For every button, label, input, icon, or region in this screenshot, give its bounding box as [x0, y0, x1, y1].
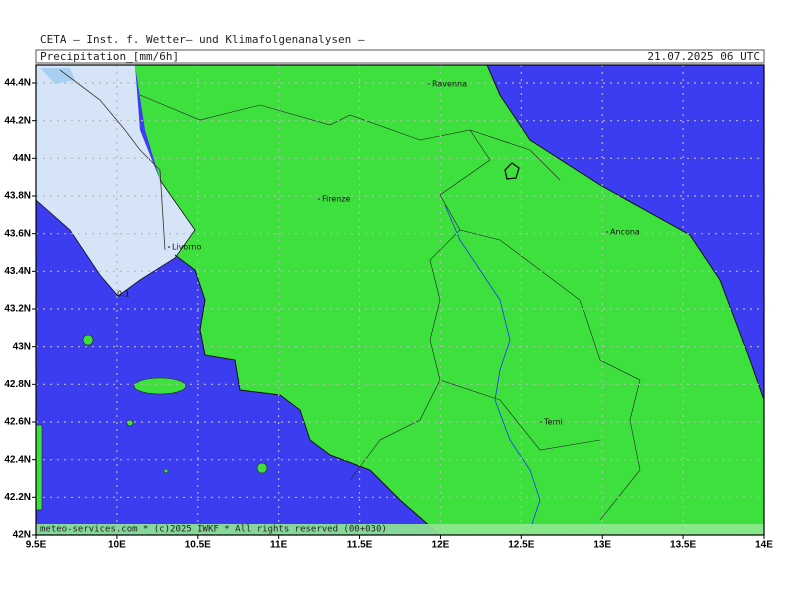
lon-label: 13.5E: [670, 540, 696, 551]
city-label: Terni: [543, 418, 563, 427]
valid-time: 21.07.2025 06 UTC: [647, 50, 760, 63]
city-label: Ancona: [610, 228, 640, 237]
lat-label: 43N: [13, 341, 31, 352]
land: [135, 65, 764, 535]
map-area: meteo-services.com * (c)2025 IWKF * All …: [35, 64, 765, 536]
island: [163, 468, 169, 474]
lat-label: 43.6N: [4, 228, 31, 239]
lat-label: 43.2N: [4, 304, 31, 315]
footer-strip: [36, 524, 764, 535]
island: [256, 462, 268, 474]
lon-label: 14E: [755, 540, 773, 551]
island: [126, 419, 134, 427]
lat-label: 42N: [13, 530, 31, 541]
city-dot: [168, 246, 170, 248]
field-title: Precipitation_[mm/6h]: [40, 50, 179, 63]
city-label: Livorno: [172, 243, 202, 252]
lat-label: 43.8N: [4, 191, 31, 202]
lon-label: 11.5E: [347, 540, 373, 551]
lat-label: 42.2N: [4, 492, 31, 503]
city-dot: [318, 198, 320, 200]
lon-label: 13E: [593, 540, 611, 551]
river: [444, 204, 541, 531]
contour: [35, 179, 196, 297]
lat-label: 42.4N: [4, 454, 31, 465]
island: [82, 334, 94, 346]
island-elba: [133, 377, 187, 395]
lat-label: 42.8N: [4, 379, 31, 390]
lon-label: 10E: [108, 540, 126, 551]
lat-label: 42.6N: [4, 417, 31, 428]
city-label: Firenze: [322, 195, 351, 204]
coastline: [59, 69, 166, 251]
title-box: [35, 49, 765, 64]
lon-label: 11E: [270, 540, 288, 551]
lat-label: 44N: [13, 153, 31, 164]
lat-label: 44.2N: [4, 115, 31, 126]
lon-label: 12E: [432, 540, 450, 551]
lon-label: 12.5E: [508, 540, 534, 551]
lat-label: 44.4N: [4, 78, 31, 89]
city-dot: [428, 83, 430, 85]
contour-label: 0.1: [117, 290, 130, 299]
institute: CETA — Inst. f. Wetter— und Klimafolgena…: [40, 33, 365, 46]
precip-spot: [40, 68, 75, 84]
city-dot: [540, 421, 542, 423]
lon-label: 9.5E: [26, 540, 47, 551]
lon-label: 10.5E: [185, 540, 211, 551]
san-marino: [504, 162, 520, 180]
borders: [139, 94, 641, 521]
city-label: Ravenna: [432, 80, 467, 89]
map-frame: [35, 64, 765, 536]
city-dot: [606, 231, 608, 233]
lat-label: 43.4N: [4, 266, 31, 277]
footer: meteo-services.com * (c)2025 IWKF * All …: [40, 525, 387, 535]
